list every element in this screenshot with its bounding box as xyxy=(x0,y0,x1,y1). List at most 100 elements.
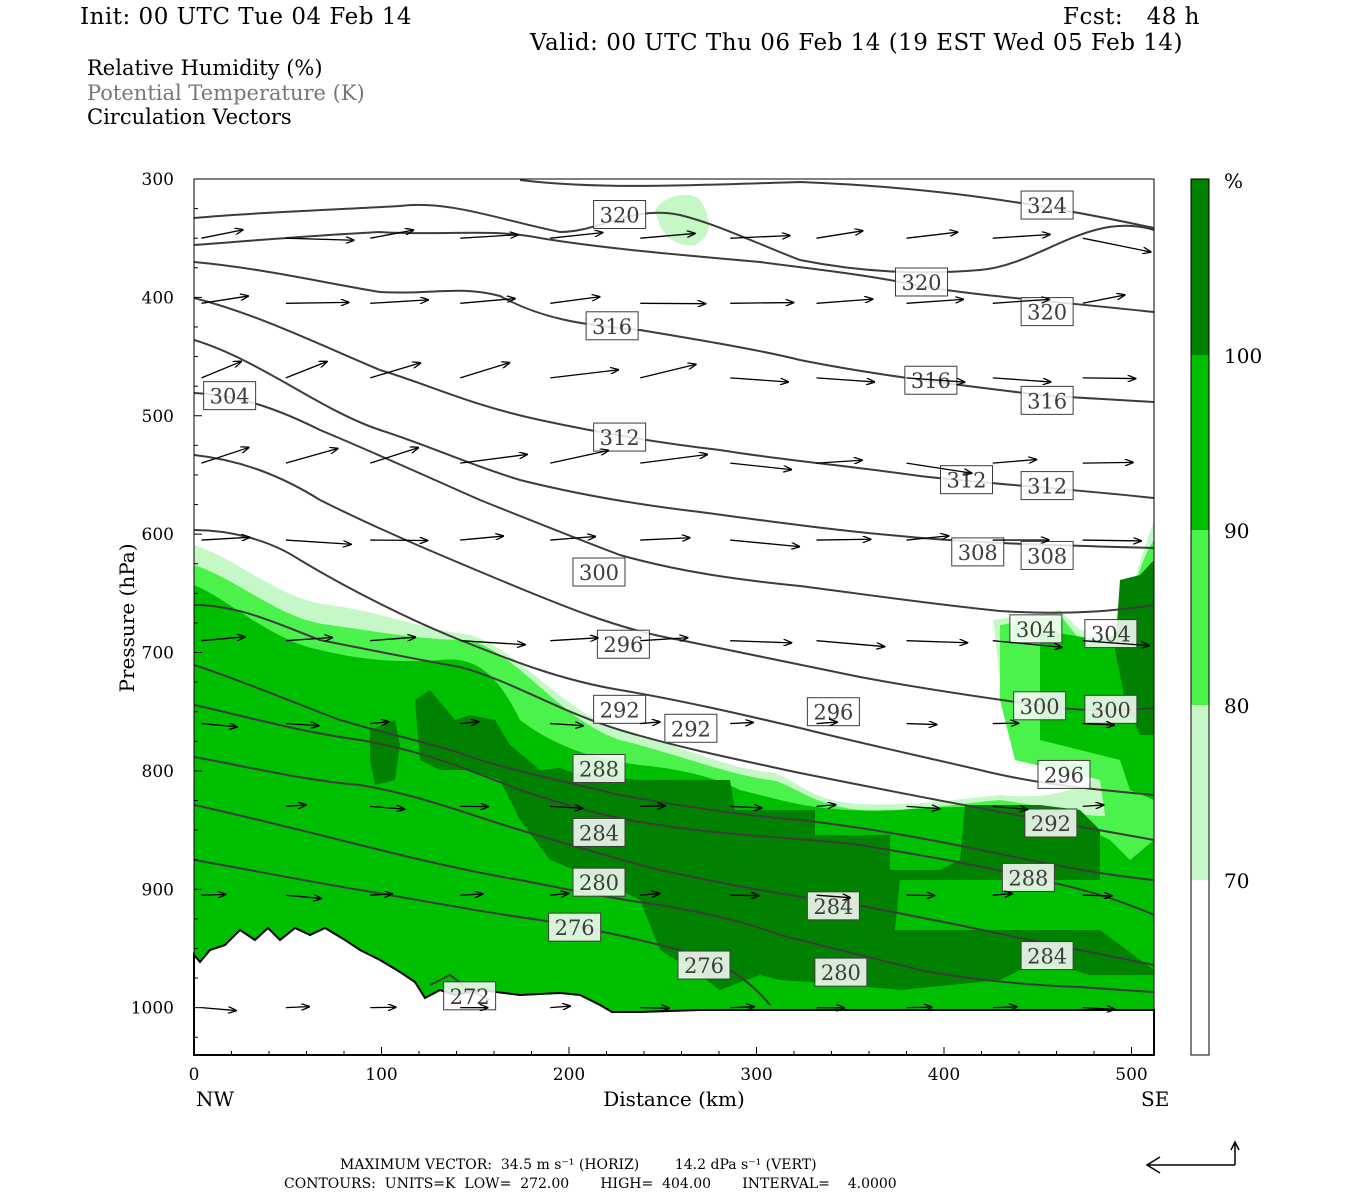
colorbar-70 xyxy=(1191,705,1209,880)
theta-label-text: 284 xyxy=(813,895,853,919)
legend-relative-humidity: Relative Humidity (%) xyxy=(87,56,323,80)
wind-vector xyxy=(816,231,863,239)
theta-label-text: 312 xyxy=(1027,475,1067,499)
wind-vector xyxy=(640,538,689,540)
theta-label: 280 xyxy=(572,867,626,897)
theta-contour xyxy=(194,664,1154,881)
wind-vector xyxy=(816,460,862,463)
wind-vector xyxy=(1082,237,1151,252)
wind-vector xyxy=(640,638,687,641)
y-tick-label: 400 xyxy=(142,288,174,308)
theta-label-text: 320 xyxy=(901,271,941,295)
wind-vector xyxy=(285,805,306,807)
wind-vector xyxy=(640,894,659,896)
y-tick-label: 600 xyxy=(142,525,174,545)
colorbar-label: 100 xyxy=(1224,344,1262,368)
wind-vector xyxy=(201,448,249,464)
y-tick-label: 900 xyxy=(142,880,174,900)
theta-label: 276 xyxy=(548,912,602,942)
wind-vector xyxy=(1082,1008,1115,1010)
wind-vector xyxy=(201,362,242,379)
colorbar-label: 80 xyxy=(1224,694,1249,718)
wind-vector xyxy=(906,806,940,808)
theta-label-text: 308 xyxy=(1027,544,1067,568)
x-tick-label: 400 xyxy=(928,1065,960,1085)
wind-vector xyxy=(550,1006,570,1008)
wind-vector xyxy=(370,722,389,724)
theta-label: 296 xyxy=(1037,759,1091,789)
x-tick-label: 300 xyxy=(740,1065,772,1085)
theta-label-text: 296 xyxy=(603,633,643,657)
theta-label-text: 296 xyxy=(813,701,853,725)
theta-contour xyxy=(194,529,1154,796)
valid-time: Valid: 00 UTC Thu 06 Feb 14 (19 EST Wed … xyxy=(530,30,1184,56)
wind-vector xyxy=(730,377,788,382)
wind-vector xyxy=(460,894,482,895)
theta-label: 284 xyxy=(572,817,626,847)
theta-label-text: 320 xyxy=(600,204,640,228)
wind-vector xyxy=(816,895,851,898)
legend-potential-temperature: Potential Temperature (K) xyxy=(87,81,365,105)
y-tick-label: 1000 xyxy=(131,999,174,1019)
wind-vector xyxy=(370,448,418,464)
wind-vector xyxy=(906,1007,932,1008)
theta-label: 324 xyxy=(1020,190,1074,220)
theta-label: 312 xyxy=(593,422,647,452)
wind-vector xyxy=(730,462,791,470)
theta-contour xyxy=(194,261,1154,403)
theta-label: 292 xyxy=(664,713,718,743)
wind-vector xyxy=(460,536,503,541)
wind-vector xyxy=(1082,640,1149,646)
theta-label-text: 300 xyxy=(1020,695,1060,719)
theta-label-text: 304 xyxy=(210,385,250,409)
theta-label-text: 280 xyxy=(821,961,861,985)
theta-label: 308 xyxy=(951,537,1005,567)
wind-vector xyxy=(730,1007,754,1008)
wind-vector xyxy=(460,454,527,464)
wind-vector xyxy=(992,640,1062,648)
wind-vector xyxy=(550,806,582,808)
wind-vector xyxy=(550,893,568,895)
wind-vector xyxy=(640,455,707,464)
theta-label: 288 xyxy=(1001,862,1055,892)
wind-vector xyxy=(285,539,351,544)
theta-label-text: 316 xyxy=(1027,389,1067,413)
wind-vector xyxy=(370,806,404,809)
theta-label-text: 272 xyxy=(450,985,490,1009)
colorbar-label: 70 xyxy=(1224,869,1249,893)
wind-vector xyxy=(816,722,838,723)
wind-vector xyxy=(201,894,226,895)
theta-label-text: 292 xyxy=(1031,812,1071,836)
theta-label: 304 xyxy=(1009,614,1063,644)
wind-vector xyxy=(460,722,478,724)
wind-vector xyxy=(640,233,694,239)
wind-vector xyxy=(640,806,665,807)
wind-vector xyxy=(285,302,349,303)
wind-vector xyxy=(285,895,321,898)
theta-label: 304 xyxy=(203,381,257,411)
wind-vector xyxy=(201,230,243,239)
theta-label: 316 xyxy=(1020,385,1074,415)
wind-vector xyxy=(906,641,968,643)
colorbar-80 xyxy=(1191,530,1209,705)
max-vector-note: MAXIMUM VECTOR: 34.5 m s⁻¹ (HORIZ) 14.2 … xyxy=(340,1157,817,1173)
x-tick-label: 100 xyxy=(365,1065,397,1085)
theta-label: 320 xyxy=(593,200,647,230)
theta-contour xyxy=(194,756,1154,966)
wind-vector xyxy=(816,640,885,647)
legend-circulation-vectors: Circulation Vectors xyxy=(87,105,292,129)
x-tick-label: 500 xyxy=(1115,1065,1147,1085)
wind-vector xyxy=(285,238,354,240)
wind-vector xyxy=(992,460,1037,464)
wind-vector xyxy=(201,1008,236,1011)
x-tick-label: 200 xyxy=(553,1065,585,1085)
y-axis: 300 400 500 600 700 800 900 1000 xyxy=(131,170,202,1038)
plot-frame xyxy=(193,178,1155,1056)
theta-label: 296 xyxy=(596,629,650,659)
wind-vector xyxy=(906,724,937,725)
wind-vector xyxy=(285,449,338,464)
theta-label: 288 xyxy=(572,754,626,784)
wind-vector xyxy=(730,303,793,304)
